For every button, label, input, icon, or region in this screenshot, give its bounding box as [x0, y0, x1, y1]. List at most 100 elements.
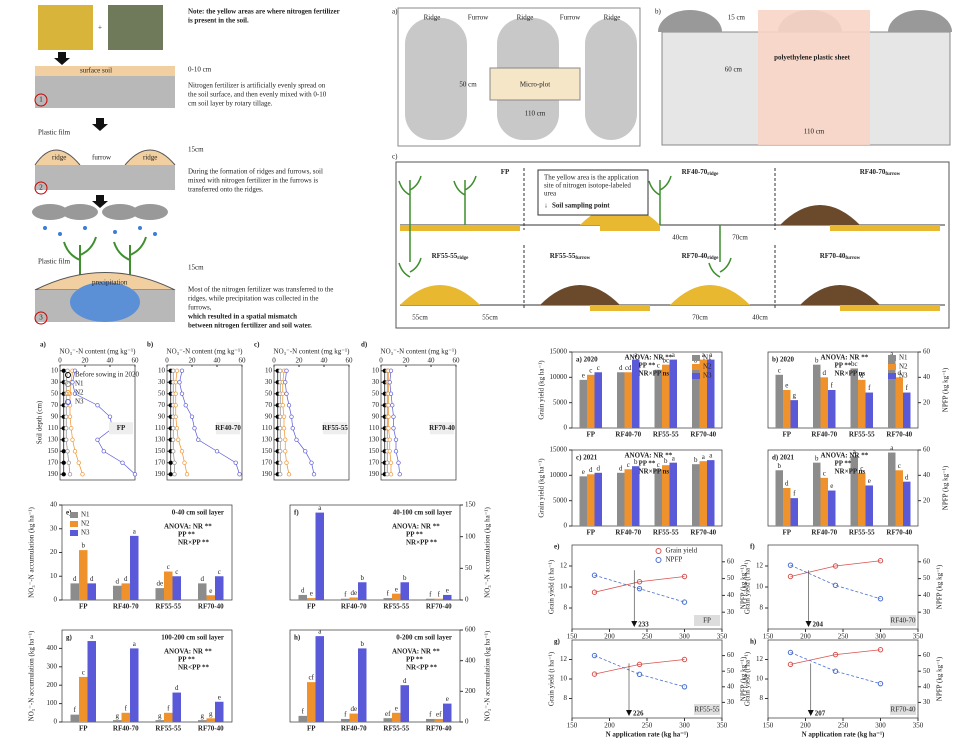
tractor-photo: [108, 5, 163, 50]
bar: [198, 720, 207, 722]
significance-letter: c: [778, 366, 781, 374]
bar: [820, 377, 828, 428]
bar: [130, 535, 139, 600]
profile-point: [174, 368, 180, 373]
label-box: [430, 422, 454, 435]
x-tick-label: RF70-40: [690, 431, 716, 439]
y2-tick-label: 50: [923, 574, 931, 582]
profile-point: [385, 472, 390, 477]
bar: [783, 488, 791, 526]
profile-point: [388, 460, 394, 465]
label: 1: [39, 96, 43, 104]
bar: [775, 374, 783, 428]
profile-point: [286, 472, 292, 477]
panel-title: c): [254, 341, 260, 349]
axis-title: NO₃⁻-N content (mg kg⁻¹): [274, 348, 351, 356]
label: 55cm: [412, 314, 428, 322]
x-tick-label: 250: [642, 633, 653, 641]
significance-letter: b: [82, 542, 86, 550]
anova: PP **: [835, 460, 852, 468]
plot-frame: [289, 504, 461, 601]
axis-title: N application rate (kg ha⁻¹): [802, 731, 885, 738]
label: polyethylene plastic sheet: [774, 54, 850, 62]
bar: [206, 718, 215, 722]
bar: [903, 392, 911, 428]
x-tick-label: RF70-40: [198, 603, 224, 611]
profile-point: [289, 414, 294, 419]
point: [681, 684, 688, 690]
profile-point: [311, 472, 317, 477]
bar: [624, 469, 632, 526]
y-tick-label: 50: [158, 389, 166, 397]
treatment-label: RF70-40ridge: [682, 252, 720, 262]
significance-letter: e: [209, 587, 212, 595]
significance-letter: f: [74, 706, 77, 714]
x-tick-label: 350: [717, 633, 728, 641]
plant: [708, 225, 732, 278]
significance-letter: e: [582, 468, 585, 476]
axis-title: NPFP (kg kg⁻¹): [942, 465, 950, 510]
profile-point: [397, 472, 402, 477]
significance-letter: c: [627, 461, 630, 469]
significance-letter: a: [702, 351, 706, 359]
profile-point: [281, 426, 287, 431]
ridge: [800, 285, 880, 305]
x-tick-label: 150: [567, 633, 578, 641]
profile-point: [283, 449, 288, 454]
profile-point: [386, 414, 391, 419]
axis-title: NO₃⁻-N content (mg kg⁻¹): [167, 348, 244, 356]
label: During the formation of ridges and furro…: [188, 168, 323, 176]
plot-frame: [380, 364, 457, 481]
profile-point: [176, 437, 181, 442]
significance-letter: c: [898, 462, 901, 470]
point: [877, 558, 884, 564]
y-tick-label: 130: [155, 435, 166, 443]
legend-label: N2: [703, 363, 712, 371]
y-tick-label: 12: [756, 562, 764, 570]
label: Nitrogen fertilizer is artificially even…: [188, 82, 326, 90]
label: site of nitrogen isotope-labeled: [544, 182, 631, 190]
profile-point: [177, 380, 182, 385]
axis-title: N application rate (kg ha⁻¹): [606, 731, 689, 738]
anova: NR×PP ns: [639, 370, 670, 378]
y-tick-label: 100: [47, 699, 58, 707]
y-tick-label: 70: [265, 401, 273, 409]
profile-point: [120, 460, 125, 465]
x-tick-label: 200: [800, 722, 811, 730]
y-tick-label: 190: [155, 470, 166, 478]
bar: [828, 390, 836, 428]
label: Ridge: [424, 14, 441, 22]
x-tick-label: 60: [132, 357, 140, 365]
point: [787, 573, 794, 580]
legend-swatch: [655, 548, 662, 554]
y-tick-label: 0: [564, 522, 568, 530]
optimum-arrow: [805, 621, 812, 627]
axis-title: Soil depth (cm): [36, 400, 44, 444]
significance-letter: d: [589, 466, 593, 474]
label: Note: the yellow areas are where nitroge…: [188, 8, 340, 16]
significance-letter: b: [634, 458, 638, 466]
significance-letter: d: [619, 464, 623, 472]
bar: [888, 452, 896, 526]
y2-tick-label: 40: [727, 682, 735, 690]
legend-swatch: [888, 373, 896, 379]
profile-point: [107, 414, 113, 419]
y-tick-label: 190: [48, 470, 59, 478]
significance-letter: bc: [851, 360, 858, 368]
significance-letter: c: [82, 669, 85, 677]
x-tick-label: FP: [79, 725, 88, 733]
point: [832, 668, 839, 674]
profile-point: [67, 414, 73, 419]
fertilizer-band: [830, 225, 940, 231]
bar: [307, 598, 316, 600]
y-tick-label: 150: [48, 447, 59, 455]
y2-tick-label: 60: [923, 557, 931, 565]
label: between nitrogen fertilizer and soil wat…: [188, 322, 312, 330]
axis-title: NPFP (kg kg⁻¹): [740, 564, 748, 609]
anova: PP **: [178, 656, 195, 664]
optimum-label: 204: [813, 621, 824, 629]
axis-title: Grain yield (kg ha⁻¹): [538, 360, 546, 420]
point: [591, 671, 598, 677]
bar: [813, 462, 821, 526]
bar: [903, 481, 911, 526]
